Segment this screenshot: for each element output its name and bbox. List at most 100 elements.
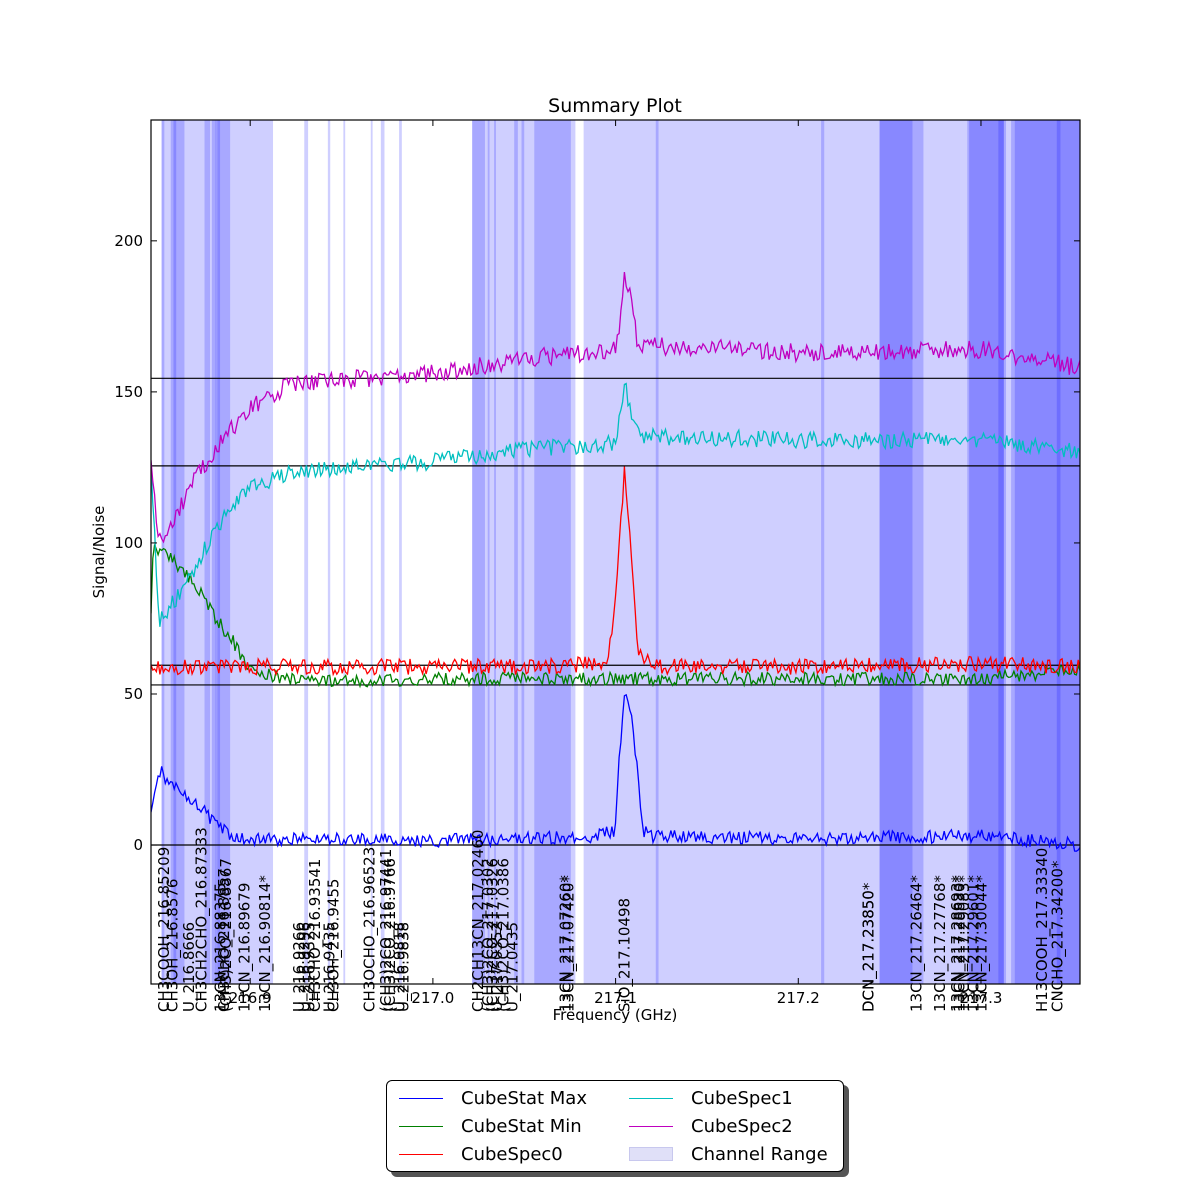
line-label: 13CN_216.90814* — [256, 875, 275, 1012]
legend-label: CubeStat Max — [461, 1087, 587, 1109]
channel-range-band — [514, 120, 518, 984]
x-tick-label: 217.0 — [411, 989, 454, 1007]
line-label: U_216.9296 — [295, 922, 314, 1012]
line-label: 13CN_217.26464* — [907, 875, 926, 1012]
line-label: 13CN_217.07260* — [557, 875, 576, 1012]
channel-range-band — [161, 120, 165, 984]
x-tick-label: 217.1 — [594, 989, 637, 1007]
legend-label: CubeSpec0 — [461, 1143, 563, 1165]
line-label: DCN_217.23850 — [860, 890, 879, 1012]
channel-range-band — [487, 120, 490, 984]
line-label: U_217.0435 — [503, 922, 522, 1012]
line-label: CH3COOH_216.85209 — [155, 847, 174, 1012]
legend-item-cubestat-min: CubeStat Min — [399, 1112, 582, 1140]
line-label: U_216.9325 — [301, 922, 320, 1012]
channel-range-band — [170, 120, 177, 984]
series-line-cubespec0 — [151, 466, 1080, 677]
line-label: U_216.8666 — [180, 922, 199, 1012]
line-label: 13CN_217.29601* — [965, 875, 984, 1012]
channel-range-band — [211, 120, 217, 984]
line-label: U_216.9838 — [394, 922, 413, 1012]
line-label: U_216.9266 — [290, 922, 309, 1012]
legend-swatch — [629, 1125, 673, 1127]
y-tick-label: 100 — [114, 534, 143, 552]
line-label: DCN_217.23850* — [860, 882, 879, 1012]
x-tick-label: 217.3 — [960, 989, 1003, 1007]
line-label: 13CN_217.29083* — [955, 875, 974, 1012]
channel-range-band — [1056, 120, 1061, 984]
legend-label: Channel Range — [691, 1143, 828, 1165]
legend: CubeStat Max CubeStat Min CubeSpec0 Cube… — [386, 1080, 844, 1172]
series-line-cubestat-min — [151, 544, 1080, 689]
line-label: 13CN_217.28830* — [951, 875, 970, 1012]
channel-range-band — [217, 120, 221, 984]
legend-label: CubeSpec1 — [691, 1087, 793, 1109]
channel-range-band — [399, 120, 402, 984]
y-axis-label: Signal/Noise — [90, 506, 108, 599]
channel-range-band — [161, 120, 274, 984]
line-label: CH3CH2CHO_216.87333 — [192, 827, 211, 1012]
line-label: 13CN_217.27768* — [931, 875, 950, 1012]
x-tick-label: 217.2 — [777, 989, 820, 1007]
legend-item-cubespec1: CubeSpec1 — [629, 1084, 793, 1112]
x-tick-label: 216.9 — [229, 989, 272, 1007]
line-label: (CH3)2CO_216.8867 — [217, 858, 236, 1012]
channel-range-band — [821, 120, 825, 984]
legend-swatch — [629, 1097, 673, 1099]
channel-range-band — [917, 120, 924, 984]
channel-range-band — [304, 120, 309, 984]
line-label: CH3OH_216.9455 — [324, 879, 343, 1012]
channel-range-band — [655, 120, 659, 984]
legend-label: CubeSpec2 — [691, 1115, 793, 1137]
channel-range-band — [343, 120, 346, 984]
y-tick-label: 50 — [124, 685, 143, 703]
channel-range-band — [534, 120, 571, 984]
channel-range-band — [173, 120, 185, 984]
line-label: CH3OH_216.8576 — [164, 879, 183, 1012]
x-axis-label: Frequency (GHz) — [553, 1006, 678, 1024]
y-tick-label: 0 — [133, 836, 143, 854]
line-label: (CH3)2CO_217.0302 — [479, 858, 498, 1012]
channel-range-band — [494, 120, 496, 984]
axis-ticks: 216.9 217.0 217.1 217.2 217.3 0 50 100 150 200 — [114, 120, 1080, 1007]
series-lines — [151, 272, 1080, 852]
line-label: H13COOH_217.33340 — [1033, 848, 1052, 1012]
line-label: (CH3)2CO_216.97441 — [377, 849, 396, 1012]
channel-range-band — [998, 120, 1004, 984]
line-label: CH2CH13CN_217.02460 — [469, 830, 488, 1012]
channel-range-band — [521, 120, 525, 984]
channel-range-band — [327, 120, 331, 984]
y-tick-label: 200 — [114, 232, 143, 250]
line-label: CH3OCHO_216.96523 — [360, 847, 379, 1012]
line-label: CNCHO_217.34200* — [1049, 860, 1068, 1012]
series-line-cubestat-max — [151, 693, 1080, 852]
channel-range-band — [879, 120, 918, 984]
line-label: U_217.0352 — [488, 922, 507, 1012]
line-label: 13CN_217.30044* — [973, 875, 992, 1012]
legend-item-cubespec2: CubeSpec2 — [629, 1112, 793, 1140]
channel-range-band — [380, 120, 385, 984]
y-tick-label: 150 — [114, 383, 143, 401]
legend-swatch — [629, 1147, 673, 1161]
line-identification-labels: CH3COOH_216.85209CH3OH_216.8576U_216.866… — [155, 827, 1068, 1012]
line-label: CH3CHO_216.93541 — [306, 859, 325, 1012]
chart-title: Summary Plot — [548, 95, 682, 117]
series-line-cubespec2 — [151, 272, 1080, 544]
legend-swatch — [399, 1153, 443, 1155]
line-label: U_216.9818 — [391, 922, 410, 1012]
line-label: 13CN_217.07420* — [559, 875, 578, 1012]
channel-range-band — [370, 120, 373, 984]
legend-item-channel-range: Channel Range — [629, 1140, 828, 1168]
line-label: (CH3)2CO_216.9766 — [381, 858, 400, 1012]
line-label: (CH3)2CO_217.0386 — [494, 858, 513, 1012]
legend-item-cubestat-max: CubeStat Max — [399, 1084, 587, 1112]
line-label: 13CN_216.88375 — [211, 883, 230, 1012]
line-label: (CH3)2CO_217.0326 — [483, 858, 502, 1012]
line-label: U_216.9435 — [321, 922, 340, 1012]
legend-label: CubeStat Min — [461, 1115, 582, 1137]
legend-swatch — [399, 1097, 443, 1099]
legend-item-cubespec0: CubeSpec0 — [399, 1140, 563, 1168]
series-line-cubespec1 — [151, 382, 1080, 627]
channel-ranges — [161, 120, 1080, 984]
